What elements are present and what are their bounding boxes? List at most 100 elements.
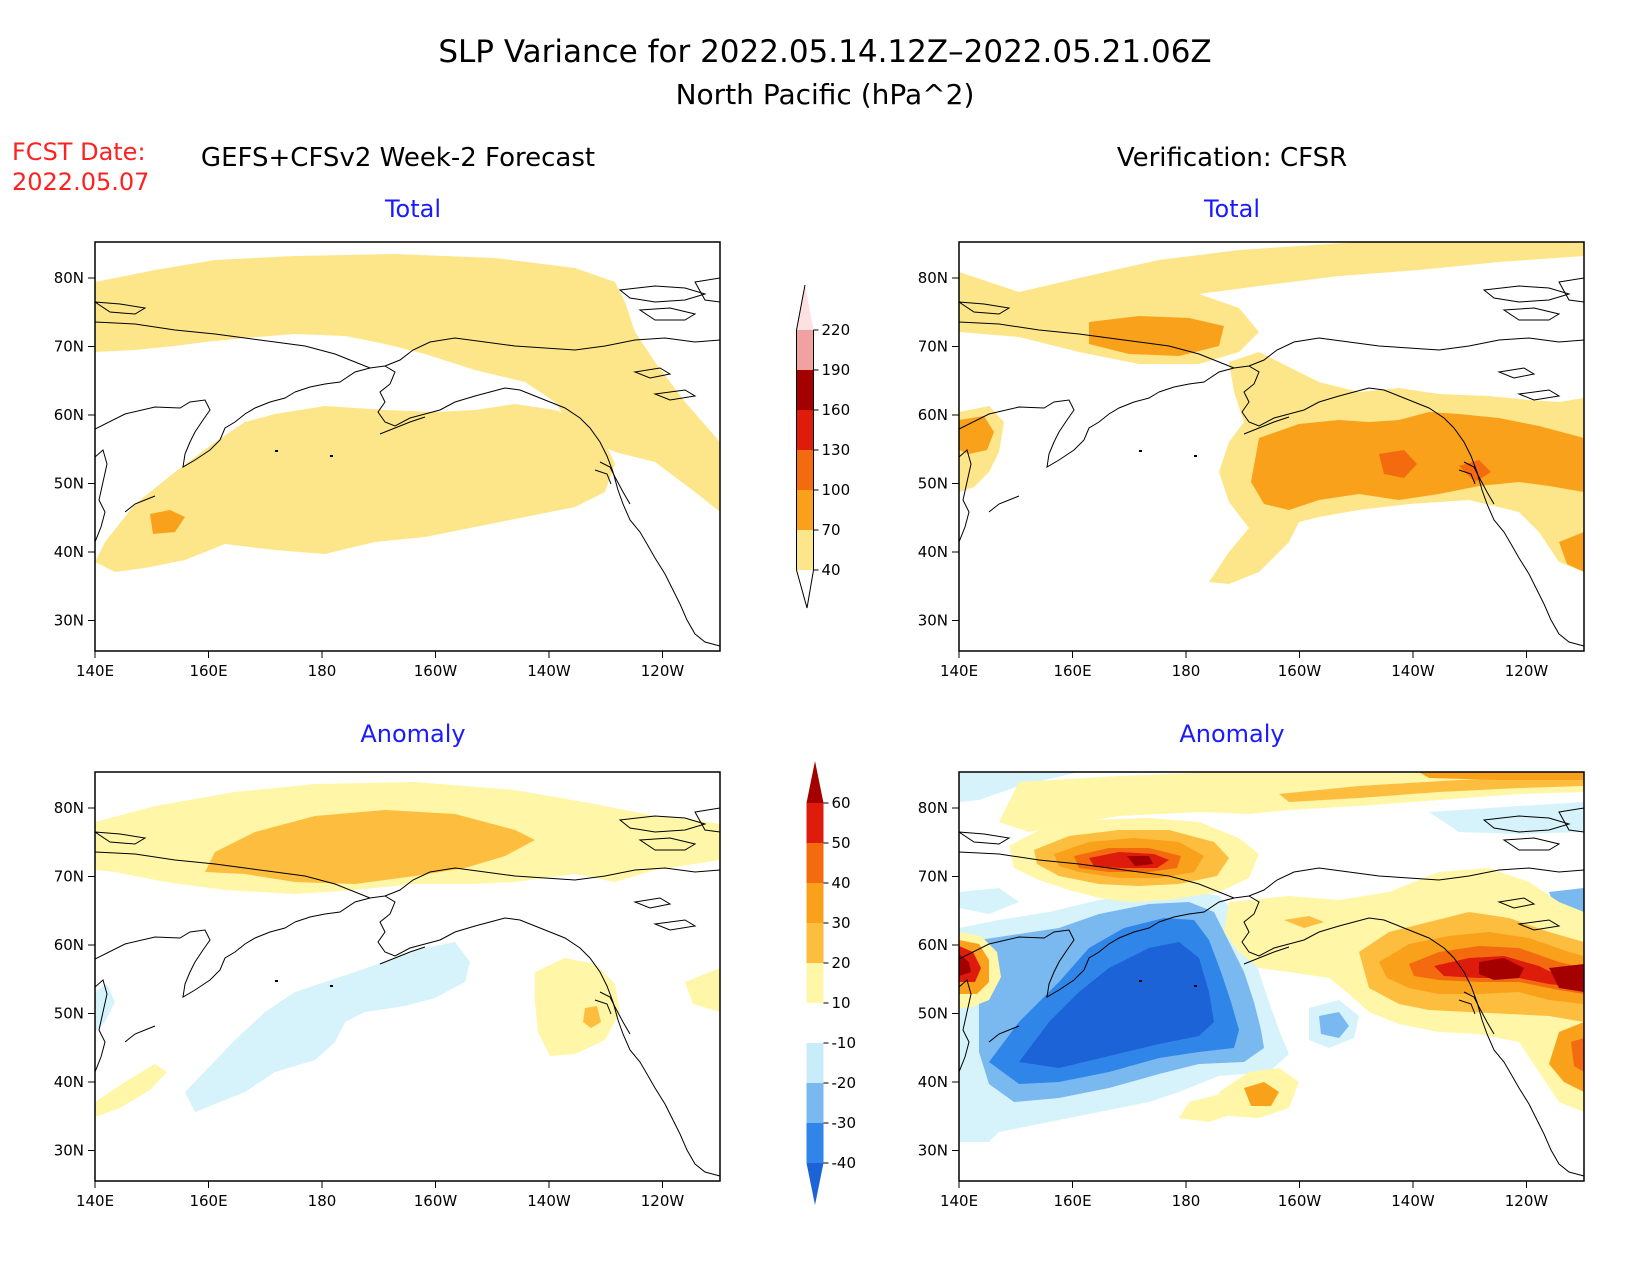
colorbar-label: 100 bbox=[822, 481, 851, 499]
colorbar-swatch bbox=[796, 285, 814, 330]
panel-title-verification-total: Total bbox=[1203, 195, 1260, 223]
colorbar-label: 10 bbox=[832, 994, 851, 1012]
lon-tick-label: 140W bbox=[527, 1192, 571, 1210]
colorbar-swatch bbox=[806, 1123, 824, 1163]
lat-tick-label: 70N bbox=[54, 338, 84, 356]
lat-tick-label: 50N bbox=[54, 475, 84, 493]
fcst-date-label: FCST Date: bbox=[12, 138, 146, 166]
lat-tick-label: 50N bbox=[54, 1005, 84, 1023]
lat-tick-label: 70N bbox=[918, 868, 948, 886]
map-forecast-anomaly bbox=[94, 771, 721, 1182]
lat-tick-label: 50N bbox=[918, 1005, 948, 1023]
lat-tick-label: 80N bbox=[918, 269, 948, 287]
colorbar-swatch bbox=[796, 450, 814, 490]
lon-tick-label: 160E bbox=[189, 1192, 227, 1210]
lat-tick-label: 30N bbox=[54, 1142, 84, 1160]
lon-tick-label: 160W bbox=[1278, 662, 1322, 680]
colorbar-label: 160 bbox=[822, 401, 851, 419]
lon-tick-label: 180 bbox=[308, 662, 337, 680]
colorbar-swatch bbox=[806, 761, 824, 803]
lon-tick-label: 180 bbox=[308, 1192, 337, 1210]
lon-tick-label: 140W bbox=[1391, 662, 1435, 680]
colorbar-swatch bbox=[796, 530, 814, 570]
lon-tick-label: 180 bbox=[1172, 1192, 1201, 1210]
colorbar-swatch bbox=[806, 963, 824, 1003]
lat-tick-label: 80N bbox=[918, 799, 948, 817]
colorbar-swatch bbox=[806, 843, 824, 883]
right-column-header: Verification: CFSR bbox=[1117, 143, 1347, 173]
colorbar-label: 40 bbox=[832, 874, 851, 892]
colorbar-label: -10 bbox=[832, 1034, 857, 1052]
lon-tick-label: 120W bbox=[1505, 662, 1549, 680]
lon-tick-label: 180 bbox=[1172, 662, 1201, 680]
colorbar-swatch bbox=[806, 1043, 824, 1083]
lon-tick-label: 160E bbox=[1053, 1192, 1091, 1210]
colorbar-swatch bbox=[806, 1163, 824, 1205]
panel-title-forecast-total: Total bbox=[384, 195, 441, 223]
lat-tick-label: 30N bbox=[918, 1142, 948, 1160]
colorbar-total: 40 70 100 130 160 190 220 bbox=[796, 284, 851, 609]
lon-tick-label: 140E bbox=[76, 1192, 114, 1210]
colorbar-swatch bbox=[796, 410, 814, 450]
panel-title-forecast-anomaly: Anomaly bbox=[360, 720, 465, 748]
colorbar-label: -20 bbox=[832, 1074, 857, 1092]
colorbar-label: -30 bbox=[832, 1114, 857, 1132]
colorbar-label: 70 bbox=[822, 521, 841, 539]
lat-tick-label: 50N bbox=[918, 475, 948, 493]
colorbar-label: 30 bbox=[832, 914, 851, 932]
lat-tick-label: 60N bbox=[918, 406, 948, 424]
lon-tick-label: 120W bbox=[641, 1192, 685, 1210]
colorbar-swatch bbox=[806, 923, 824, 963]
lon-tick-label: 140E bbox=[940, 662, 978, 680]
lon-tick-label: 120W bbox=[641, 662, 685, 680]
colorbar-swatch bbox=[806, 1003, 824, 1043]
map-verification-anomaly bbox=[958, 771, 1585, 1182]
lon-tick-label: 140E bbox=[76, 662, 114, 680]
colorbar-label: 190 bbox=[822, 361, 851, 379]
lon-tick-label: 160E bbox=[189, 662, 227, 680]
lat-tick-label: 40N bbox=[54, 543, 84, 561]
lat-tick-label: 40N bbox=[918, 1073, 948, 1091]
lon-tick-label: 160E bbox=[1053, 662, 1091, 680]
colorbar-swatch bbox=[806, 803, 824, 843]
lat-tick-label: 40N bbox=[918, 543, 948, 561]
lon-tick-label: 140E bbox=[940, 1192, 978, 1210]
lat-tick-label: 60N bbox=[54, 936, 84, 954]
lat-tick-label: 40N bbox=[54, 1073, 84, 1091]
colorbar-swatch bbox=[806, 883, 824, 923]
main-title-line1: SLP Variance for 2022.05.14.12Z–2022.05.… bbox=[438, 34, 1211, 70]
colorbar-label: 20 bbox=[832, 954, 851, 972]
colorbar-label: -40 bbox=[832, 1154, 857, 1172]
colorbar-anomaly: -40 -30 -20 -10 10 20 30 40 50 60 bbox=[806, 761, 857, 1205]
colorbar-label: 40 bbox=[822, 561, 841, 579]
lat-tick-label: 70N bbox=[918, 338, 948, 356]
lat-tick-label: 60N bbox=[918, 936, 948, 954]
lon-tick-label: 160W bbox=[1278, 1192, 1322, 1210]
lat-tick-label: 30N bbox=[54, 612, 84, 630]
map-axes: 80N 70N 60N 50N 40N 30N 140E 160E 180 160W 140W 120… bbox=[54, 269, 1549, 1210]
map-forecast-total bbox=[94, 241, 721, 652]
colorbar-swatch bbox=[806, 1083, 824, 1123]
colorbar-swatch bbox=[796, 490, 814, 530]
lat-tick-label: 70N bbox=[54, 868, 84, 886]
colorbar-label: 220 bbox=[822, 321, 851, 339]
lon-tick-label: 160W bbox=[414, 662, 458, 680]
lat-tick-label: 80N bbox=[54, 269, 84, 287]
lon-tick-label: 120W bbox=[1505, 1192, 1549, 1210]
lon-tick-label: 160W bbox=[414, 1192, 458, 1210]
colorbar-swatch bbox=[796, 370, 814, 410]
fcst-date-value: 2022.05.07 bbox=[12, 168, 149, 196]
colorbar-swatch bbox=[796, 330, 814, 370]
lat-tick-label: 80N bbox=[54, 799, 84, 817]
main-title-line2: North Pacific (hPa^2) bbox=[676, 78, 975, 111]
colorbar-label: 130 bbox=[822, 441, 851, 459]
colorbar-label: 60 bbox=[832, 794, 851, 812]
lat-tick-label: 30N bbox=[918, 612, 948, 630]
lat-tick-label: 60N bbox=[54, 406, 84, 424]
map-verification-total bbox=[958, 241, 1585, 652]
panel-title-verification-anomaly: Anomaly bbox=[1179, 720, 1284, 748]
lon-tick-label: 140W bbox=[527, 662, 571, 680]
colorbar-label: 50 bbox=[832, 834, 851, 852]
lon-tick-label: 140W bbox=[1391, 1192, 1435, 1210]
